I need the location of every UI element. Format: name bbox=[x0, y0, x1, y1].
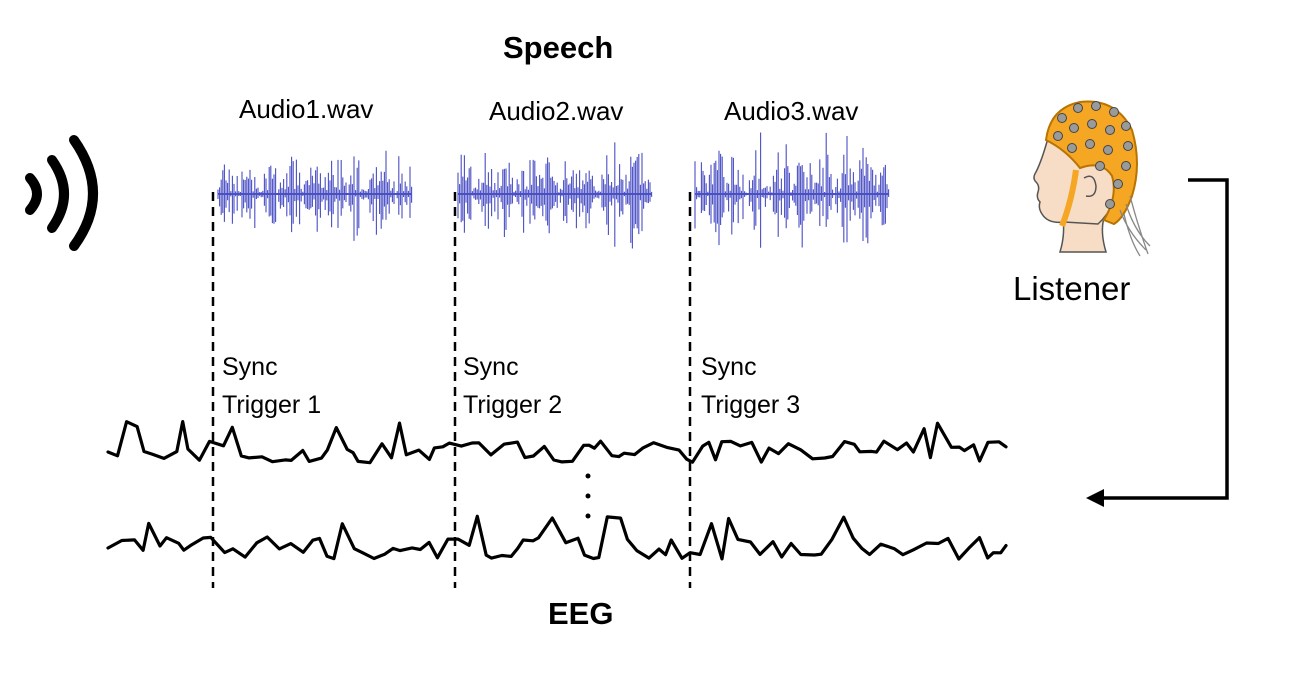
audio-waveforms bbox=[217, 132, 890, 249]
sync-trigger-label-1: Sync Trigger 1 bbox=[222, 353, 322, 419]
eeg-trace-1 bbox=[106, 420, 1008, 465]
sync-trigger-label-3: Sync Trigger 3 bbox=[701, 353, 801, 419]
audio-file-label-3: Audio3.wav bbox=[724, 96, 859, 126]
eeg-traces bbox=[106, 420, 1008, 561]
audio-file-label-2: Audio2.wav bbox=[489, 96, 624, 126]
audio-file-label-1: Audio1.wav bbox=[239, 94, 374, 124]
speech-title: Speech bbox=[503, 30, 614, 65]
sound-waves-icon bbox=[25, 135, 98, 251]
eeg-trace-2 bbox=[106, 514, 1008, 561]
listener-label: Listener bbox=[1013, 270, 1131, 307]
eeg-cap-head-icon bbox=[1033, 100, 1151, 257]
audio-waveform-3 bbox=[694, 132, 890, 248]
eeg-title: EEG bbox=[548, 596, 614, 631]
sync-trigger-label-2: Sync Trigger 2 bbox=[463, 353, 563, 419]
sync-lines bbox=[211, 192, 692, 588]
feedback-arrow bbox=[1086, 178, 1229, 507]
audio-waveform-2 bbox=[457, 142, 653, 249]
audio-waveform-1 bbox=[217, 150, 413, 241]
ellipsis-dots bbox=[585, 473, 591, 519]
